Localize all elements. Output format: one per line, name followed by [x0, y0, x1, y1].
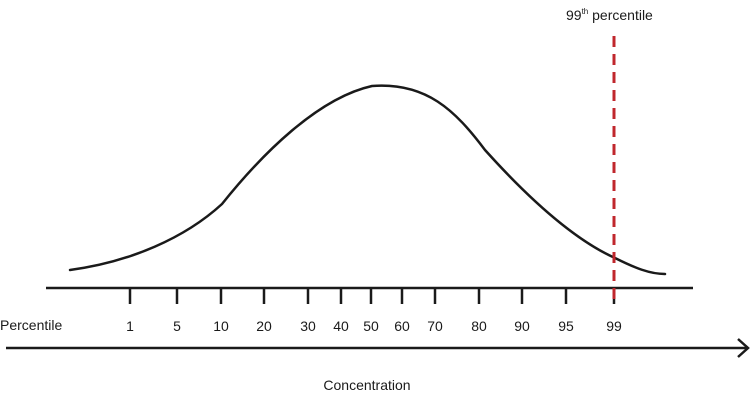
marker-label-superscript: th — [582, 7, 589, 16]
distribution-curve — [68, 84, 667, 276]
percentile-tick-label-20: 20 — [256, 318, 272, 334]
percentile-tick-label-5: 5 — [173, 318, 181, 334]
percentile-tick-label-30: 30 — [300, 318, 316, 334]
percentile-ticks — [128, 288, 616, 304]
percentile-tick-label-50: 50 — [363, 318, 379, 334]
percentile-tick-label-70: 70 — [427, 318, 443, 334]
percentile-tick-label-99: 99 — [606, 318, 622, 334]
percentile-tick-label-95: 95 — [558, 318, 574, 334]
concentration-arrowhead — [737, 338, 750, 358]
marker-label: 99th percentile — [566, 7, 653, 23]
percentile-tick-label-1: 1 — [126, 318, 134, 334]
percentile-tick-label-80: 80 — [471, 318, 487, 334]
percentile-tick-label-40: 40 — [333, 318, 349, 334]
marker-label-text: percentile — [588, 7, 653, 23]
percentile-tick-label-90: 90 — [514, 318, 530, 334]
marker-label-number: 99 — [566, 7, 582, 23]
percentile-tick-label-10: 10 — [213, 318, 229, 334]
concentration-axis-label: Concentration — [323, 377, 410, 393]
percentile-axis-label: Percentile — [0, 317, 62, 333]
percentile-tick-label-60: 60 — [394, 318, 410, 334]
percentile-tick-labels: 1 5 10 20 30 40 50 60 70 80 90 95 99 — [126, 318, 622, 334]
